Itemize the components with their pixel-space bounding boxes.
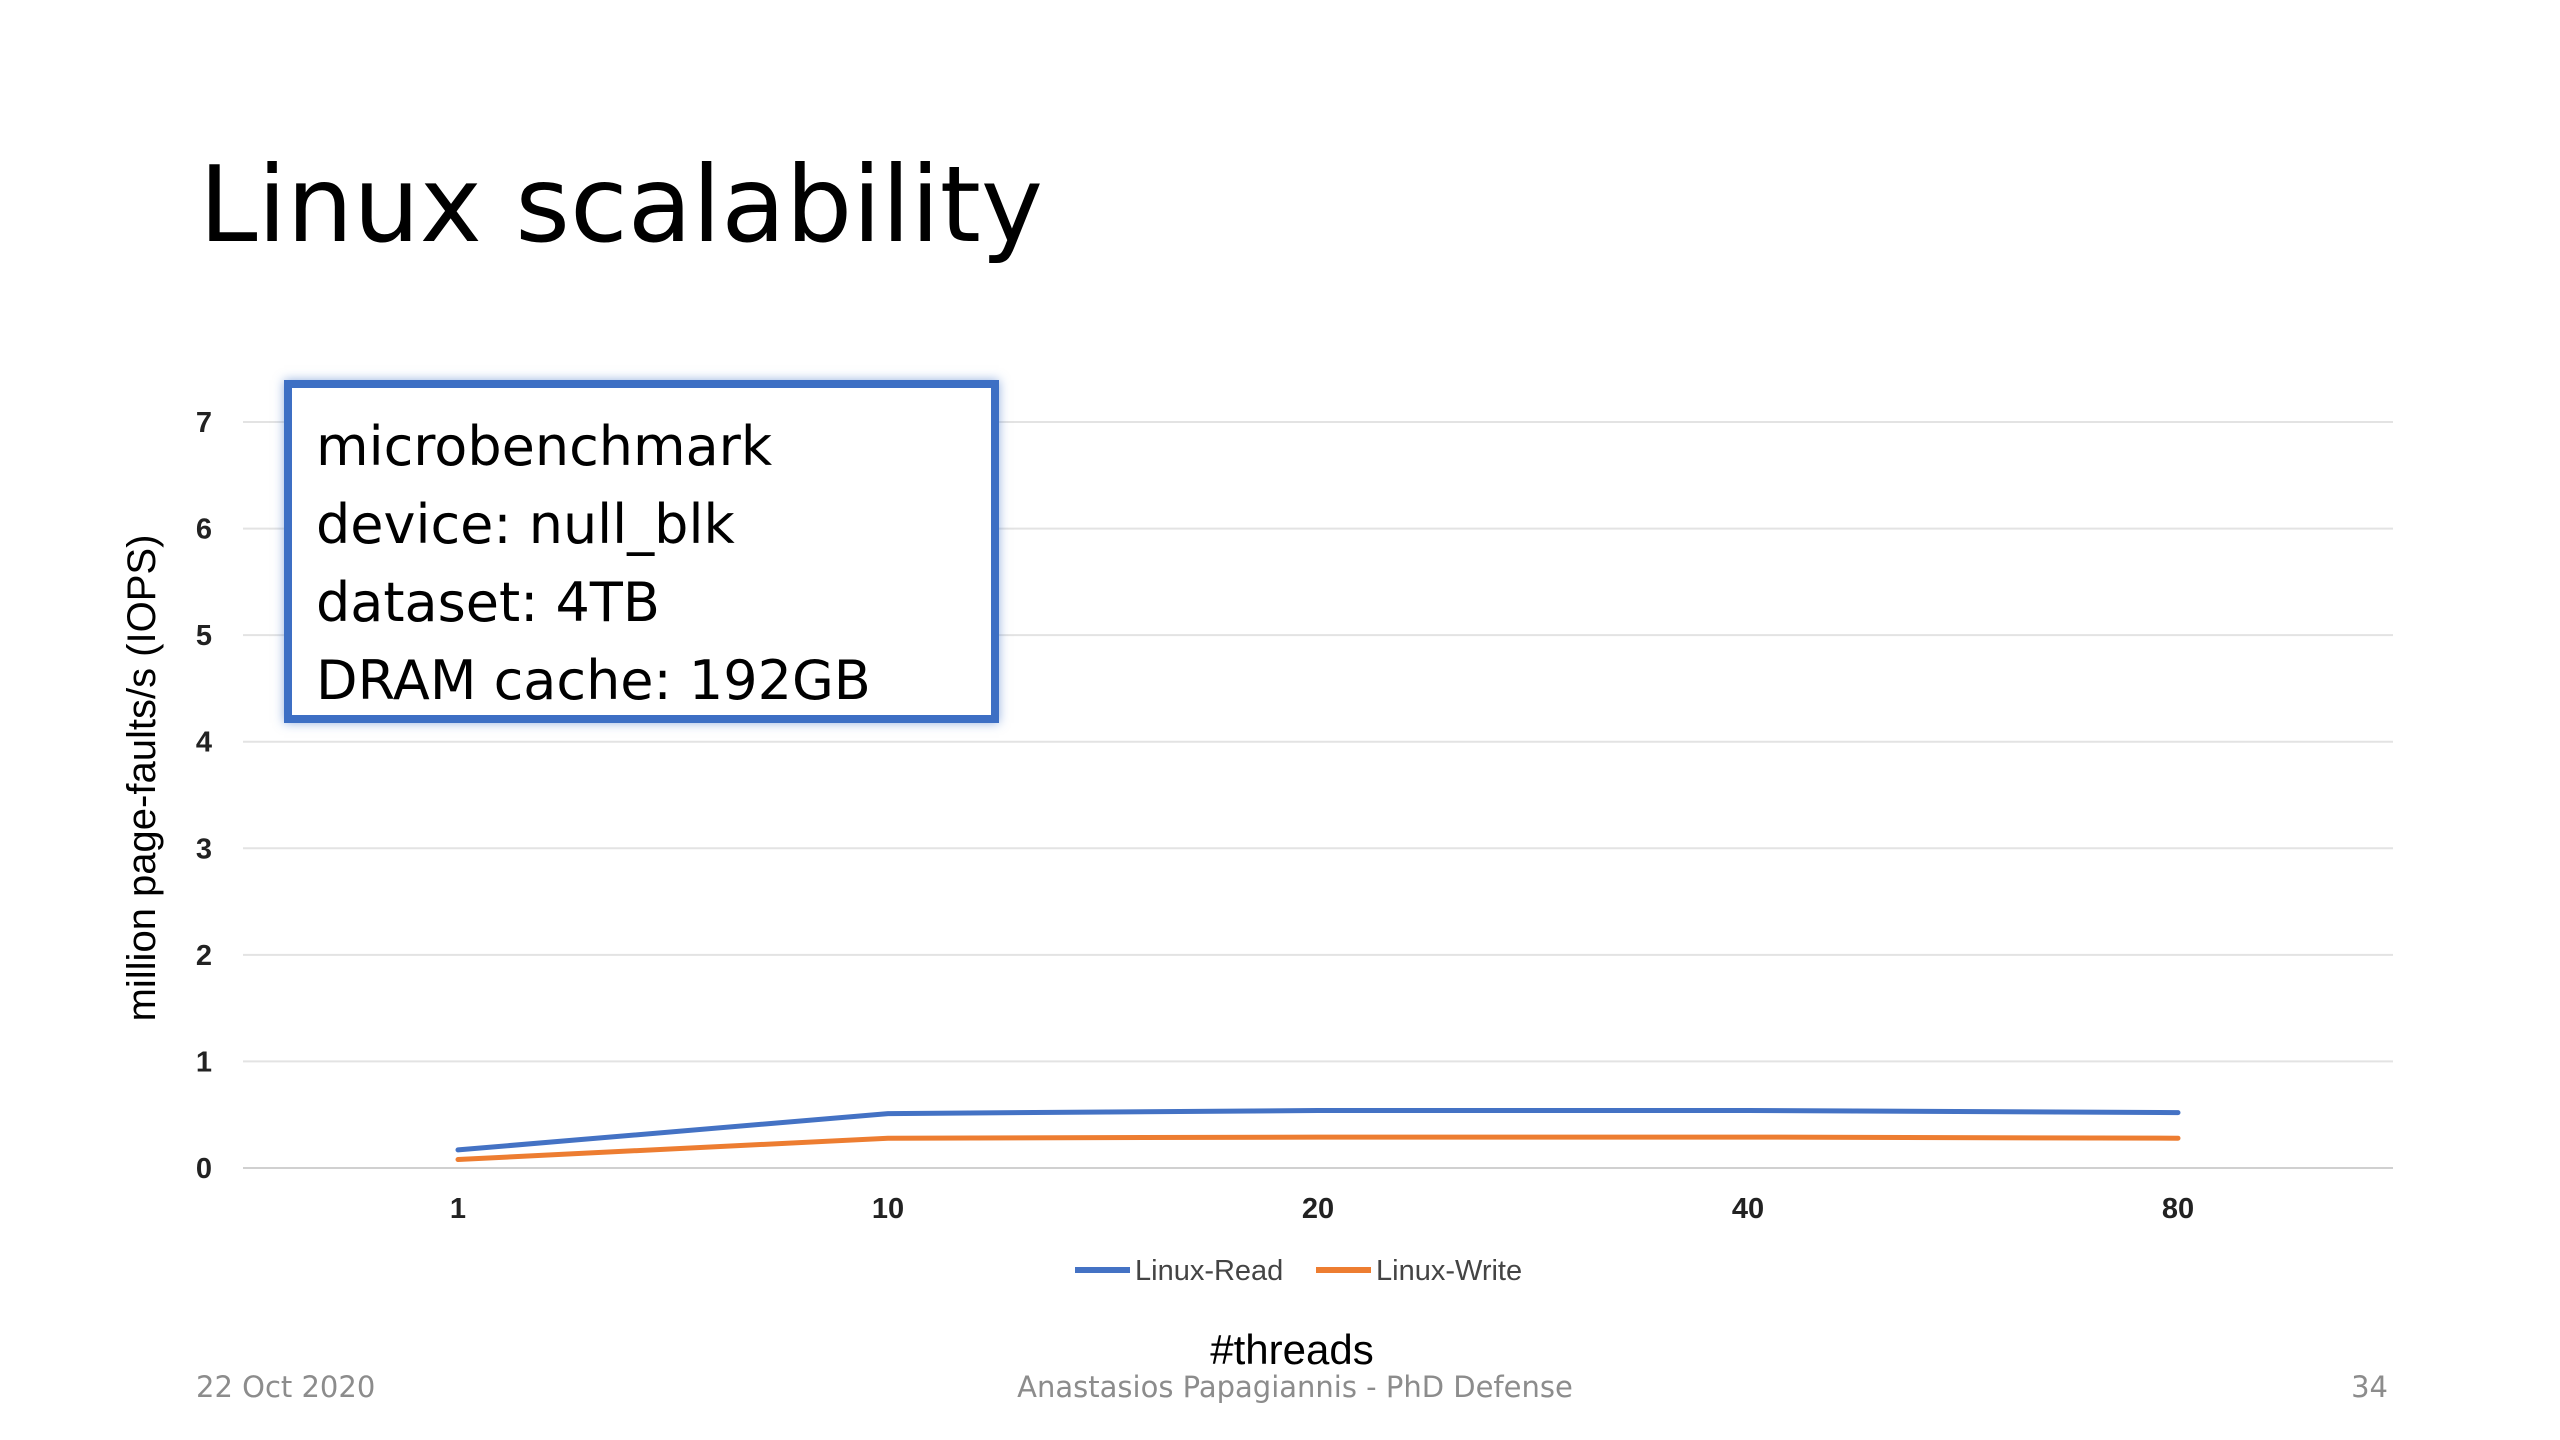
slide-title: Linux scalability <box>199 144 1044 266</box>
y-axis-label: million page-faults/s (IOPS) <box>120 535 164 1022</box>
info-line-benchmark: microbenchmark <box>316 415 773 478</box>
y-tick-label: 7 <box>196 407 212 439</box>
data-point <box>1747 1136 1750 1139</box>
y-tick-label: 5 <box>196 620 212 652</box>
data-point <box>457 1158 460 1161</box>
series-line-linux-read <box>455 1108 2181 1153</box>
footer-presenter: Anastasios Papagiannis - PhD Defense <box>1017 1370 1573 1404</box>
data-point <box>887 1112 890 1115</box>
series-line-linux-write <box>455 1134 2181 1162</box>
series-lines <box>455 1108 2181 1162</box>
info-box: microbenchmark device: null_blk dataset:… <box>284 380 999 723</box>
data-point <box>457 1148 460 1151</box>
info-line-dram-cache: DRAM cache: 192GB <box>316 649 871 712</box>
y-tick-label: 2 <box>196 940 212 972</box>
y-tick-label: 6 <box>196 514 212 546</box>
x-axis-ticks: 1 10 20 40 80 <box>450 1193 2194 1225</box>
info-line-device: device: null_blk <box>316 493 735 556</box>
x-axis-label: #threads <box>1210 1326 1373 1373</box>
data-point <box>2177 1111 2180 1114</box>
y-tick-label: 4 <box>196 727 212 759</box>
info-line-dataset: dataset: 4TB <box>316 571 660 634</box>
legend: Linux-Read Linux-Write <box>1075 1255 1522 1287</box>
x-tick-label: 1 <box>450 1193 466 1225</box>
slide-number: 34 <box>2351 1370 2388 1404</box>
x-tick-label: 20 <box>1302 1193 1334 1225</box>
x-tick-label: 10 <box>872 1193 904 1225</box>
y-tick-label: 3 <box>196 833 212 865</box>
y-tick-label: 0 <box>196 1153 212 1185</box>
y-axis-ticks: 0 1 2 3 4 5 6 7 <box>196 407 212 1185</box>
x-tick-label: 80 <box>2162 1193 2194 1225</box>
y-tick-label: 1 <box>196 1046 212 1078</box>
footer-date: 22 Oct 2020 <box>196 1370 376 1404</box>
data-point <box>2177 1137 2180 1140</box>
data-point <box>887 1137 890 1140</box>
data-point <box>1317 1136 1320 1139</box>
data-point <box>1317 1109 1320 1112</box>
legend-label: Linux-Write <box>1376 1255 1522 1287</box>
x-tick-label: 40 <box>1732 1193 1764 1225</box>
data-point <box>1747 1109 1750 1112</box>
legend-label: Linux-Read <box>1135 1255 1283 1287</box>
